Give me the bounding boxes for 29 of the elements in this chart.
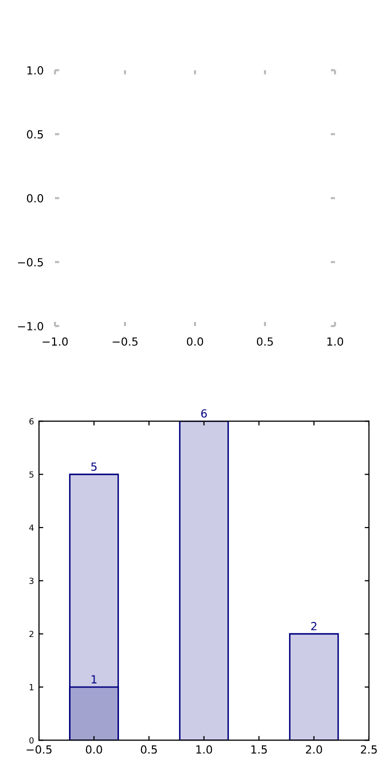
x-tick-label: 0.5 [140, 745, 157, 754]
y-tick-label: −1.0 [18, 322, 44, 330]
bar [289, 633, 339, 740]
x-tick-label: 0.5 [256, 337, 273, 346]
y-tick-label: 2 [29, 630, 34, 638]
data-label: 6 [201, 409, 207, 418]
y-tick-label: 0.0 [26, 194, 44, 202]
data-label: 1 [92, 675, 96, 684]
y-tick-label: 4 [29, 524, 34, 531]
x-tick-label: 1.0 [196, 745, 212, 754]
x-tick-label: 2.0 [306, 745, 322, 754]
bar [179, 421, 229, 740]
y-tick-label: 1.0 [27, 66, 44, 75]
x-tick-label: 1.0 [327, 337, 344, 346]
y-tick-label: 0.5 [26, 130, 43, 139]
x-tick-label: 1.5 [251, 745, 267, 754]
data-label: 5 [91, 462, 97, 471]
x-tick-label: −1.0 [42, 337, 68, 346]
y-tick-label: 3 [29, 578, 34, 584]
x-tick-label: 0.0 [186, 337, 204, 346]
x-tick-label: −0.5 [112, 337, 138, 346]
y-tick-label: 0 [29, 737, 34, 744]
y-tick-label: 5 [29, 471, 34, 478]
x-tick-label: 0.0 [86, 745, 102, 754]
y-tick-label: −0.5 [18, 258, 43, 266]
data-label: 2 [311, 622, 316, 630]
y-tick-label: 6 [29, 418, 34, 424]
x-tick-label: 2.5 [360, 745, 377, 754]
y-tick-label: 1 [30, 684, 34, 690]
